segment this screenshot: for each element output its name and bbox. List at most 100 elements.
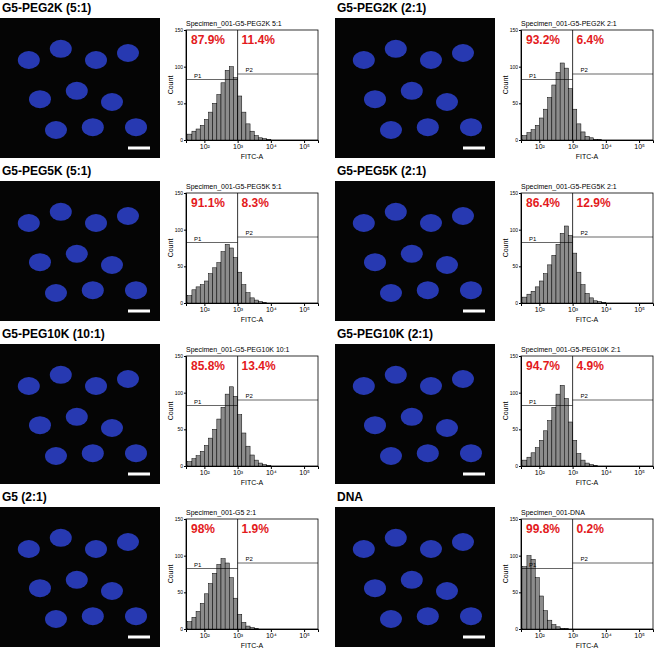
bar bbox=[233, 258, 237, 303]
bar bbox=[535, 448, 539, 466]
bar bbox=[267, 465, 271, 466]
histogram: P186.4%P212.9%10²10³10⁴10⁵050100150 bbox=[510, 190, 654, 313]
bar bbox=[213, 573, 217, 629]
y-axis: 050100150 bbox=[175, 190, 187, 306]
y-tick-mark bbox=[184, 193, 186, 194]
panel: DNAP199.8%P20.2%10²10³10⁴10⁵050100150Spe… bbox=[335, 490, 654, 649]
micrograph bbox=[0, 344, 160, 484]
nucleus bbox=[401, 408, 423, 426]
x-tick-label: 10² bbox=[200, 469, 211, 476]
x-tick-label: 10⁴ bbox=[266, 306, 277, 313]
gate-boundary bbox=[237, 30, 238, 140]
bar bbox=[614, 303, 618, 304]
bars bbox=[521, 193, 653, 303]
y-tick-label: 150 bbox=[175, 516, 184, 522]
bar bbox=[267, 303, 271, 304]
gate-name: P2 bbox=[581, 393, 589, 399]
bar bbox=[192, 617, 196, 629]
bar bbox=[593, 301, 597, 303]
gate-percent: 87.9% bbox=[191, 33, 225, 47]
x-tick: 10⁵ bbox=[634, 629, 645, 639]
nucleus bbox=[385, 40, 407, 58]
y-tick-mark bbox=[519, 466, 521, 467]
y-tick: 0 bbox=[180, 300, 186, 306]
gate-name: P1 bbox=[194, 236, 202, 242]
nucleus bbox=[82, 118, 104, 136]
bar bbox=[564, 68, 568, 140]
panel-title: G5-PEG2K (5:1) bbox=[2, 1, 91, 15]
bar bbox=[213, 103, 217, 140]
scale-bar bbox=[463, 147, 485, 150]
bar bbox=[543, 431, 547, 466]
bar bbox=[229, 387, 233, 466]
panel-title: DNA bbox=[337, 490, 363, 504]
nucleus bbox=[380, 284, 402, 302]
bar bbox=[271, 140, 275, 141]
x-tick-label: 10⁵ bbox=[634, 143, 645, 150]
gate-line bbox=[238, 400, 318, 401]
nucleus bbox=[45, 610, 67, 628]
gate-percent: 12.9% bbox=[577, 196, 611, 210]
panel-title: G5-PEG5K (5:1) bbox=[2, 164, 91, 178]
bar bbox=[188, 296, 192, 303]
bar bbox=[564, 628, 568, 629]
nucleus bbox=[401, 571, 423, 589]
x-tick: 10⁵ bbox=[299, 303, 310, 313]
x-tick-label: 10² bbox=[200, 143, 211, 150]
x-tick: 10⁴ bbox=[601, 303, 612, 313]
x-tick-label: 10⁵ bbox=[299, 469, 310, 476]
bar bbox=[618, 629, 622, 630]
nucleus bbox=[125, 118, 147, 136]
bar bbox=[225, 394, 229, 466]
y-tick: 150 bbox=[175, 190, 186, 196]
bar bbox=[598, 139, 602, 140]
bar bbox=[602, 466, 606, 467]
bar bbox=[531, 453, 535, 466]
bar bbox=[539, 596, 543, 629]
x-tick: 10³ bbox=[233, 629, 244, 639]
nucleus bbox=[364, 90, 386, 108]
bar bbox=[610, 303, 614, 304]
gate-name: P2 bbox=[581, 556, 589, 562]
y-axis-title: Count bbox=[502, 565, 509, 584]
bar bbox=[279, 466, 283, 467]
gate-boundary bbox=[237, 356, 238, 466]
gate-line bbox=[238, 563, 318, 564]
x-tick: 10⁵ bbox=[299, 140, 310, 150]
bar bbox=[527, 457, 531, 466]
micrograph-background bbox=[335, 344, 495, 484]
bar bbox=[213, 429, 217, 466]
y-tick: 150 bbox=[510, 353, 521, 359]
gate-boundary bbox=[572, 30, 573, 140]
bar bbox=[279, 629, 283, 630]
x-tick: 10³ bbox=[233, 303, 244, 313]
gate-percent: 93.2% bbox=[526, 33, 560, 47]
plot-frame bbox=[186, 193, 318, 303]
bar bbox=[196, 611, 200, 629]
nucleus bbox=[45, 121, 67, 139]
gate-line bbox=[186, 242, 238, 243]
bar bbox=[610, 140, 614, 141]
nucleus bbox=[29, 416, 51, 434]
y-axis-title: Count bbox=[502, 76, 509, 95]
gate-percent: 8.3% bbox=[242, 196, 270, 210]
x-tick: 10⁴ bbox=[266, 466, 277, 476]
bar bbox=[523, 567, 527, 629]
gate-percent: 91.1% bbox=[191, 196, 225, 210]
bar bbox=[204, 119, 208, 140]
bar bbox=[581, 285, 585, 303]
gate-line bbox=[186, 405, 238, 406]
x-axis-title: FITC-A bbox=[576, 479, 599, 486]
bar bbox=[606, 303, 610, 304]
plot-frame bbox=[521, 356, 653, 466]
nucleus bbox=[82, 444, 104, 462]
gate-percent: 98% bbox=[191, 522, 215, 536]
x-tick: 10² bbox=[200, 466, 211, 476]
y-tick-label: 0 bbox=[180, 626, 183, 632]
y-tick-label: 0 bbox=[515, 626, 518, 632]
nucleus bbox=[85, 51, 107, 69]
bar bbox=[564, 226, 568, 303]
bar bbox=[271, 466, 275, 467]
y-tick: 100 bbox=[510, 64, 521, 70]
gate-line bbox=[521, 79, 573, 80]
